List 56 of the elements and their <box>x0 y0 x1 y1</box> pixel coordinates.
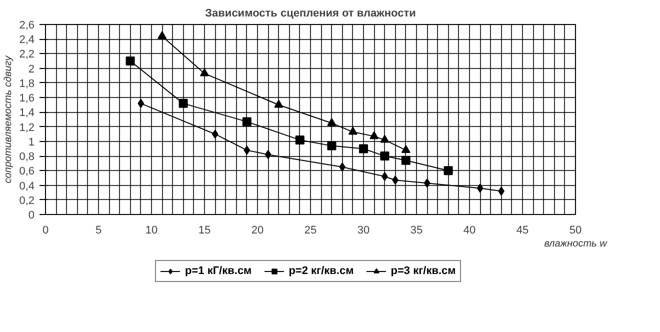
point <box>158 31 167 39</box>
point <box>380 134 390 143</box>
point <box>126 56 135 66</box>
point <box>382 172 388 181</box>
point <box>274 100 284 108</box>
point <box>444 166 453 176</box>
y-tick-label: 1,6 <box>19 92 35 105</box>
x-tick-label: 45 <box>516 224 529 236</box>
point <box>380 152 390 161</box>
y-tick-label: 2,4 <box>19 34 35 46</box>
y-tick-label: 1 <box>28 136 35 148</box>
point <box>178 98 188 108</box>
point <box>242 117 252 126</box>
x-tick-label: 5 <box>95 224 102 236</box>
point <box>339 162 346 172</box>
y-tick-label: 0 <box>28 210 35 222</box>
x-tick-label: 15 <box>198 224 211 236</box>
y-axis-title: сопротивляемость сдвигу <box>3 54 14 184</box>
y-tick-label: 2 <box>28 63 35 76</box>
y-tick-label: 1,2 <box>19 122 35 134</box>
point <box>244 146 250 155</box>
point <box>327 141 336 150</box>
point <box>476 184 484 193</box>
point <box>401 156 410 165</box>
point <box>295 135 304 144</box>
point <box>264 150 272 160</box>
chart-title: Зависимость сцепления от влажности <box>205 8 416 20</box>
x-tick-label: 30 <box>357 224 370 236</box>
x-tick-label: 50 <box>569 224 582 236</box>
y-tick-label: 2,2 <box>19 48 35 61</box>
y-tick-label: 1,4 <box>19 107 35 120</box>
y-tick-label: 2,6 <box>19 20 35 32</box>
point <box>212 130 218 139</box>
point <box>138 98 144 108</box>
point <box>401 145 410 153</box>
x-tick-label: 25 <box>304 224 317 236</box>
x-tick-label: 20 <box>251 224 264 236</box>
y-tick-label: 1,8 <box>19 78 35 90</box>
x-tick-label: 10 <box>145 224 158 236</box>
y-tick-label: 0,2 <box>19 194 35 207</box>
point <box>200 68 209 76</box>
x-tick-label: 35 <box>410 224 423 236</box>
legend-label: p=3 кг/кв.см <box>390 265 456 277</box>
y-tick-label: 0,8 <box>19 151 35 164</box>
point <box>348 126 358 135</box>
y-tick-label: 0,4 <box>19 180 35 192</box>
legend-label: p=2 кг/кв.см <box>288 265 354 277</box>
point <box>424 178 430 188</box>
point <box>370 131 379 140</box>
point <box>327 118 336 126</box>
point <box>359 144 368 154</box>
x-tick-label: 40 <box>463 224 476 236</box>
y-tick-label: 0,6 <box>19 166 35 178</box>
legend-label: p=1 кГ/кв.см <box>185 265 252 277</box>
x-tick-label: 0 <box>42 224 49 236</box>
x-axis-title: влажность w <box>544 238 608 250</box>
